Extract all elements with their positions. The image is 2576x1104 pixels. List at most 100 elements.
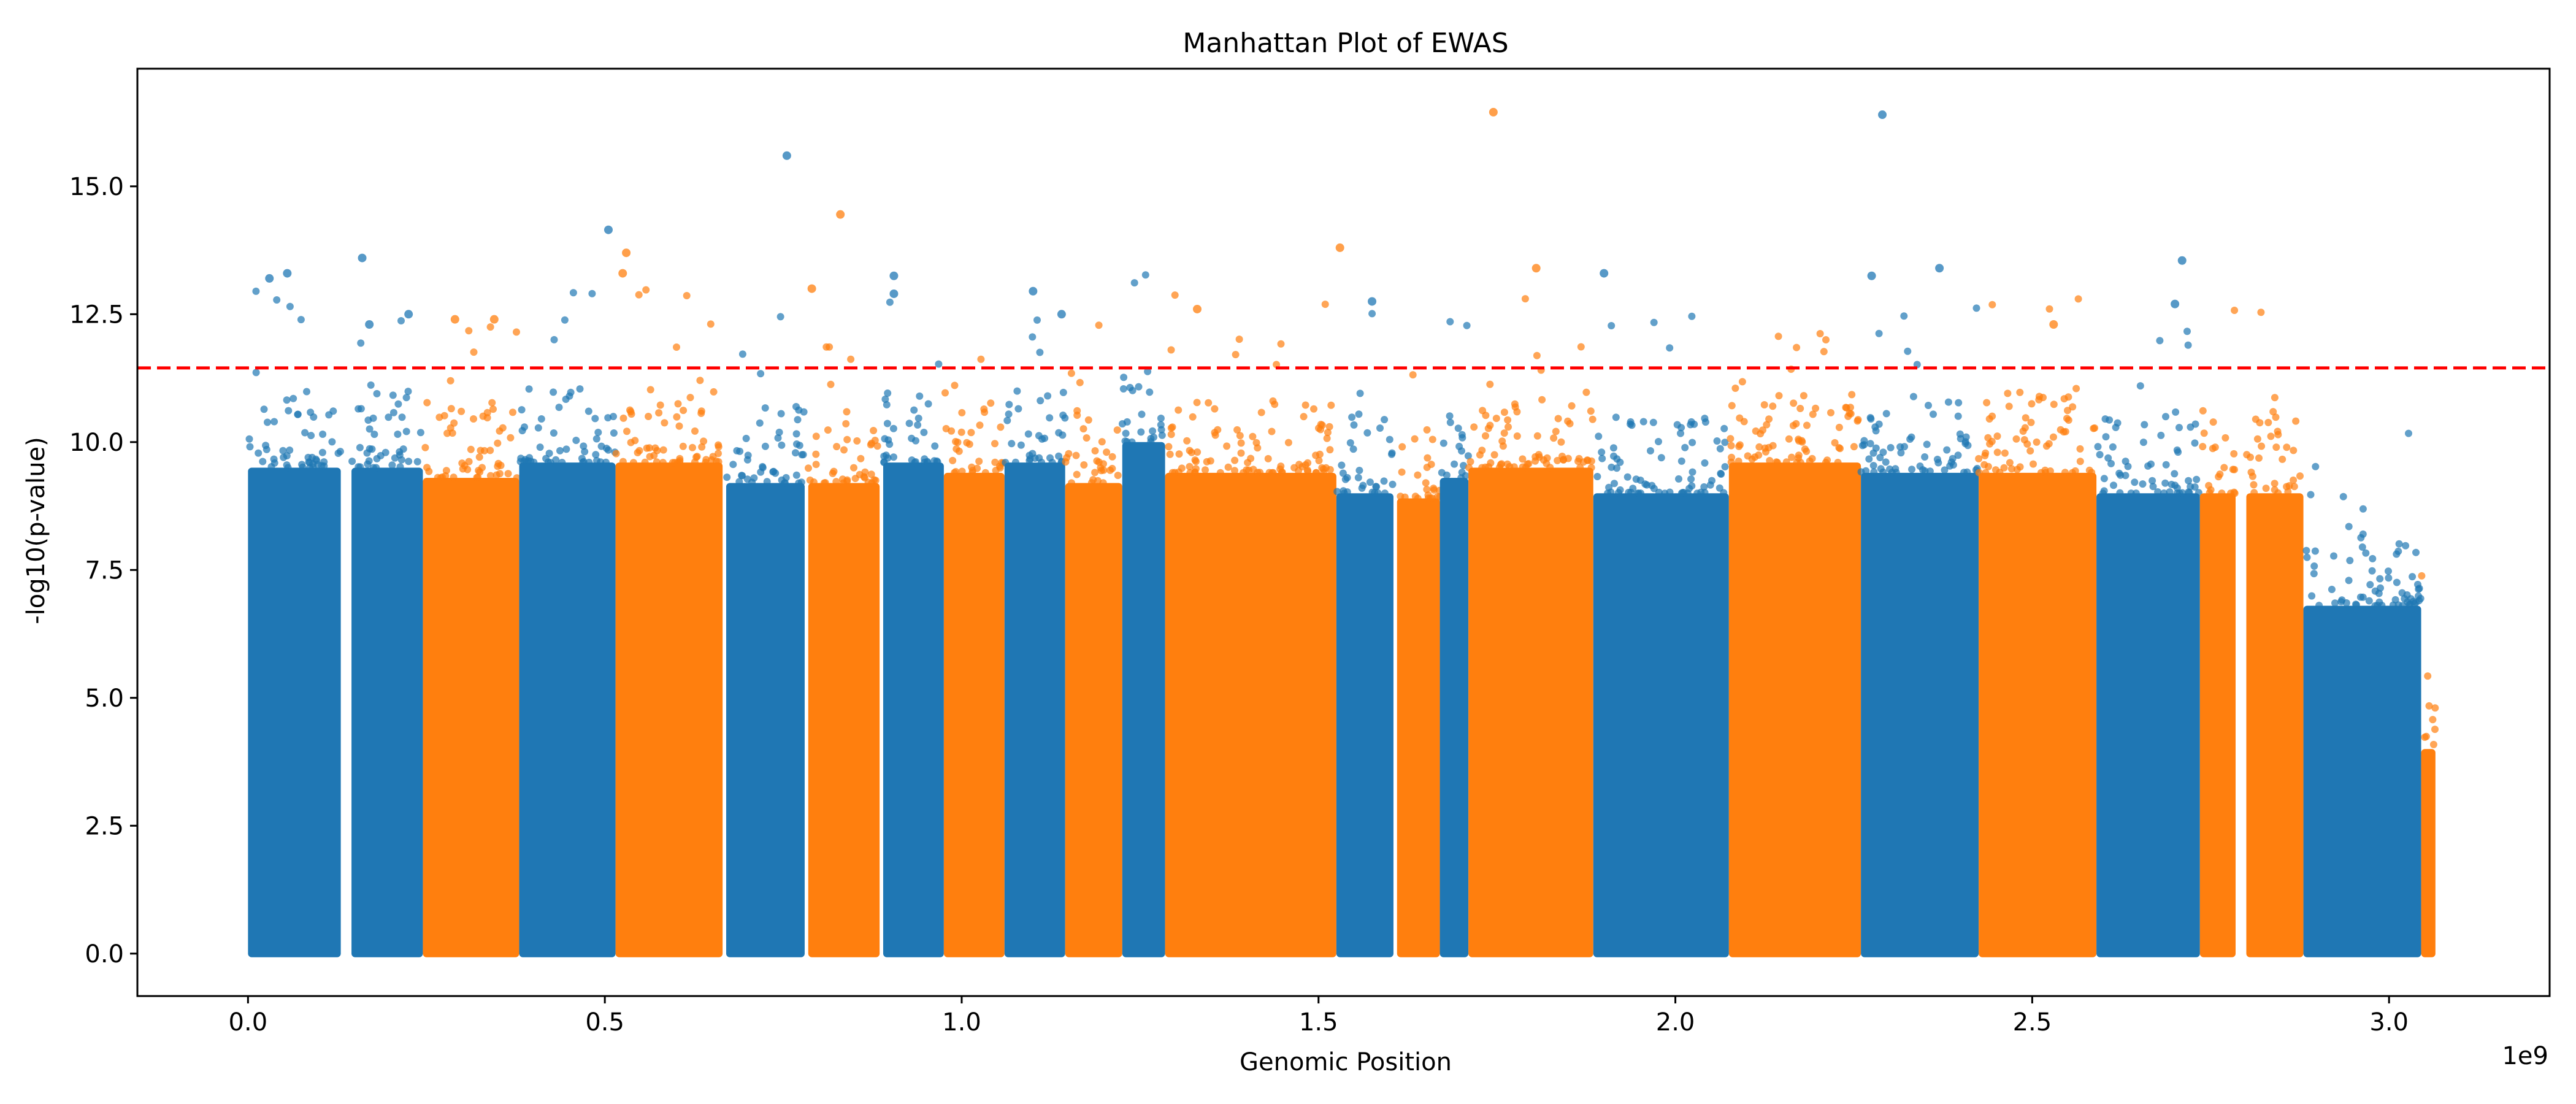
data-point xyxy=(1141,271,1149,279)
data-point xyxy=(908,456,916,464)
data-point xyxy=(2330,552,2337,560)
chromosome-band xyxy=(1438,318,1472,957)
data-point xyxy=(1687,475,1695,483)
y-tick-label: 15.0 xyxy=(69,173,124,201)
data-point xyxy=(1144,367,1152,375)
data-point xyxy=(1560,456,1568,464)
data-point xyxy=(2157,431,2165,439)
significant-point xyxy=(1600,269,1609,278)
significant-point xyxy=(782,151,791,160)
significant-point xyxy=(836,210,845,219)
data-point xyxy=(883,401,891,408)
data-point xyxy=(715,441,723,449)
data-point xyxy=(2412,548,2420,556)
data-point xyxy=(394,431,402,438)
data-point xyxy=(2161,479,2169,487)
data-point xyxy=(805,464,812,472)
data-point xyxy=(1240,469,1248,477)
data-point xyxy=(673,343,680,351)
data-point xyxy=(2061,469,2069,477)
data-point xyxy=(480,447,488,454)
data-point xyxy=(556,447,564,454)
x-axis-offset-label: 1e9 xyxy=(2502,1042,2548,1070)
data-point xyxy=(283,396,291,404)
data-point xyxy=(1003,416,1011,424)
data-point xyxy=(1721,439,1729,447)
data-point xyxy=(2028,400,2036,408)
chromosome-band xyxy=(2418,572,2439,957)
data-point xyxy=(1960,469,1968,477)
data-point xyxy=(948,427,956,435)
data-point xyxy=(356,443,364,451)
data-point xyxy=(304,453,312,461)
data-point xyxy=(1284,439,1292,447)
data-point xyxy=(952,468,960,475)
data-point xyxy=(2376,575,2384,583)
data-point xyxy=(1858,442,1866,450)
data-point xyxy=(1796,405,1804,412)
data-point xyxy=(1457,474,1465,482)
data-point xyxy=(2255,454,2263,462)
chromosome-band xyxy=(2199,307,2239,957)
data-point xyxy=(2274,431,2282,439)
data-point xyxy=(1073,412,1081,419)
data-point xyxy=(1067,369,1075,377)
data-point xyxy=(2001,449,2009,457)
data-point xyxy=(843,435,851,443)
data-point xyxy=(450,419,458,427)
data-point xyxy=(396,463,404,471)
data-point xyxy=(1295,467,1302,475)
data-point xyxy=(270,418,278,426)
data-point xyxy=(953,445,960,453)
data-point xyxy=(2156,337,2164,345)
data-point xyxy=(280,453,288,461)
data-point xyxy=(494,439,502,447)
data-point xyxy=(246,443,254,451)
data-point xyxy=(1214,426,1222,434)
data-point xyxy=(1366,478,1374,486)
data-point xyxy=(968,469,976,477)
data-point xyxy=(820,479,828,487)
data-point xyxy=(1500,408,1508,416)
significant-point xyxy=(1935,264,1944,273)
data-point xyxy=(513,328,520,336)
data-point xyxy=(1205,399,1213,407)
data-point xyxy=(1271,401,1279,408)
data-point xyxy=(645,413,653,420)
data-point xyxy=(544,458,552,466)
data-point xyxy=(1423,426,1431,434)
data-point xyxy=(861,468,869,476)
data-point xyxy=(1265,469,1273,477)
data-point xyxy=(2187,483,2195,491)
data-point xyxy=(518,406,526,414)
data-point xyxy=(1879,448,1887,456)
data-point xyxy=(1796,459,1804,467)
data-point xyxy=(1639,418,1647,426)
data-point xyxy=(696,377,704,385)
data-point xyxy=(483,408,491,416)
data-point xyxy=(1727,435,1735,443)
data-point xyxy=(1157,426,1165,434)
data-point xyxy=(2285,482,2293,489)
data-point xyxy=(1466,458,1474,466)
data-point xyxy=(2337,598,2345,605)
data-point xyxy=(2100,475,2108,483)
data-point xyxy=(1887,443,1895,451)
data-point xyxy=(1036,348,1044,356)
data-point xyxy=(1321,301,1329,309)
data-point xyxy=(1701,418,1709,426)
data-point xyxy=(421,443,429,451)
data-point xyxy=(1853,417,1861,425)
data-point xyxy=(631,437,639,445)
data-point xyxy=(1688,312,1696,320)
data-point xyxy=(763,478,771,486)
significant-point xyxy=(889,289,899,298)
data-point xyxy=(881,395,889,403)
data-point xyxy=(1598,448,1606,456)
data-point xyxy=(2022,414,2030,422)
data-point xyxy=(646,386,654,394)
data-point xyxy=(555,404,563,412)
data-point xyxy=(1024,430,1032,438)
data-point xyxy=(2267,432,2275,440)
data-point xyxy=(1677,457,1685,465)
